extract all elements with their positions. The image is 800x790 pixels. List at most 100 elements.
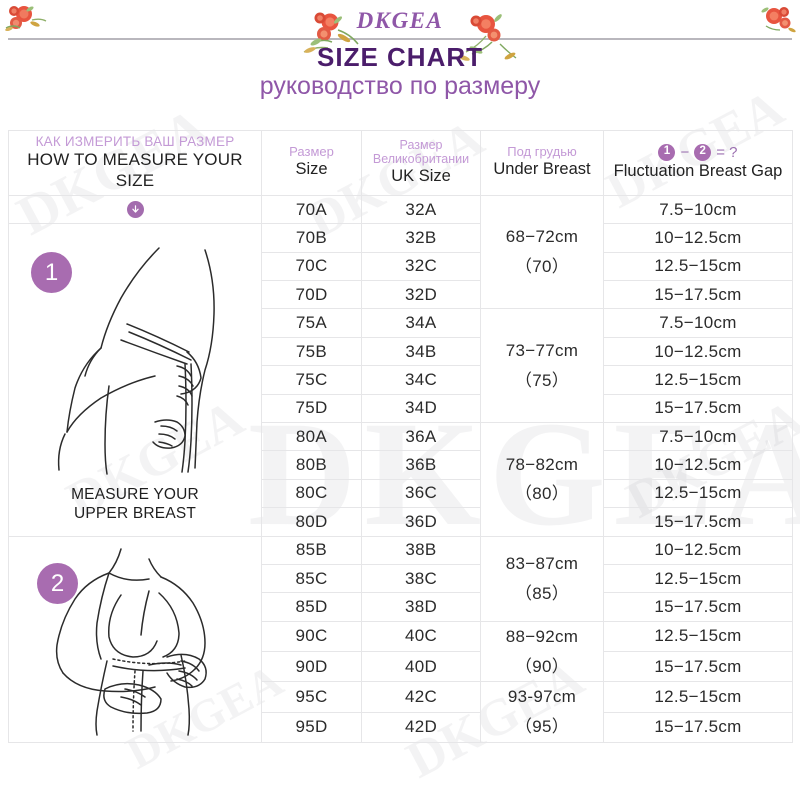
cell-size: 75B bbox=[261, 336, 362, 367]
cell-size: 70D bbox=[261, 280, 362, 310]
table-row: 2 bbox=[8, 535, 793, 743]
under-breast-range: 73−77cm bbox=[505, 340, 579, 360]
table-header-row: КАК ИЗМЕРИТЬ ВАШ РАЗМЕР HOW TO MEASURE Y… bbox=[8, 130, 793, 196]
cell-uk-size: 32D bbox=[361, 280, 481, 310]
illustration-1-caption-line1: MEASURE YOUR bbox=[71, 486, 199, 504]
under-breast-label: （75） bbox=[514, 370, 570, 390]
cell-uk-size: 36D bbox=[361, 507, 481, 537]
flower-left-icon bbox=[303, 12, 359, 53]
column-header-size-en: Size bbox=[295, 160, 328, 179]
cell-size: 80B bbox=[261, 450, 362, 480]
table-row: 75C 34C 12.5−15cm bbox=[9, 365, 793, 395]
cell-uk-size: 32B bbox=[361, 223, 481, 253]
cell-gap: 10−12.5cm bbox=[603, 223, 793, 253]
cell-size: 85D bbox=[261, 592, 362, 622]
page-title: SIZE CHART bbox=[317, 42, 483, 72]
cell-uk-size: 40C bbox=[361, 620, 481, 653]
table-row: 85C 38C 12.5−15cm bbox=[9, 563, 793, 594]
table-row: 70A 32A 68−72cm （70） 7.5−10cm bbox=[8, 194, 793, 310]
cell-size: 80C bbox=[261, 478, 362, 509]
cell-gap: 7.5−10cm bbox=[603, 308, 793, 338]
cell-uk-size: 36A bbox=[361, 422, 481, 452]
badge-two-icon: 2 bbox=[694, 143, 712, 161]
column-header-how-en: HOW TO MEASURE YOUR SIZE bbox=[27, 150, 243, 190]
cell-uk-size: 32C bbox=[361, 251, 481, 282]
cell-size: 75C bbox=[261, 365, 362, 395]
column-header-ub-ru: Под грудью bbox=[507, 143, 577, 159]
minus-sign: − bbox=[680, 143, 690, 161]
cell-gap: 12.5−15cm bbox=[603, 620, 793, 653]
column-header-size: Размер Size bbox=[261, 130, 362, 196]
cell-size: 75A bbox=[261, 308, 362, 338]
column-header-uk-en: UK Size bbox=[391, 167, 451, 186]
illustration-1-wrap: 1 bbox=[9, 236, 261, 524]
cell-size: 95C bbox=[261, 681, 362, 713]
column-header-size-ru: Размер bbox=[289, 143, 334, 159]
under-breast-label: （80） bbox=[514, 484, 570, 504]
under-breast-label: （70） bbox=[514, 257, 570, 277]
cell-size: 80A bbox=[261, 422, 362, 452]
illustration-cell-step-1: 1 bbox=[8, 223, 262, 537]
cell-size: 90C bbox=[261, 620, 362, 653]
page-header: DKGEA SIZE CHART руководство по размеру bbox=[0, 0, 800, 118]
cell-gap: 10−12.5cm bbox=[603, 450, 793, 480]
cell-gap: 10−12.5cm bbox=[603, 336, 793, 367]
gap-formula: 1 − 2 = ? bbox=[606, 143, 790, 161]
column-header-how-ru: КАК ИЗМЕРИТЬ ВАШ РАЗМЕР bbox=[35, 134, 235, 149]
cell-uk-size: 36C bbox=[361, 478, 481, 509]
cell-gap: 15−17.5cm bbox=[603, 592, 793, 622]
table-row: 1 bbox=[8, 223, 793, 537]
under-breast-range: 88−92cm bbox=[505, 626, 579, 646]
cell-size: 90D bbox=[261, 650, 362, 683]
cell-under-breast: 93-97cm （95） bbox=[480, 681, 604, 743]
under-breast-range: 78−82cm bbox=[505, 454, 579, 474]
size-chart-table: КАК ИЗМЕРИТЬ ВАШ РАЗМЕР HOW TO MEASURE Y… bbox=[8, 130, 793, 743]
cell-gap: 12.5−15cm bbox=[603, 478, 793, 509]
under-breast-range: 93-97cm bbox=[507, 687, 577, 707]
brand-name: DKGEA bbox=[356, 8, 444, 33]
figure-measure-upper-breast bbox=[57, 247, 215, 475]
cell-uk-size: 38B bbox=[361, 535, 481, 565]
cell-uk-size: 36B bbox=[361, 450, 481, 480]
cell-uk-size: 34D bbox=[361, 393, 481, 424]
column-header-ub-en: Under Breast bbox=[493, 160, 591, 179]
table-row: 90D 40D 15−17.5cm bbox=[9, 650, 793, 683]
illustration-cell-step-2: 2 bbox=[8, 535, 262, 743]
cell-size: 85B bbox=[261, 535, 362, 565]
equals-question: = ? bbox=[716, 143, 738, 161]
cell-under-breast: 88−92cm （90） bbox=[480, 620, 604, 683]
cell-gap: 15−17.5cm bbox=[603, 650, 793, 683]
table-row: 85D 38D 15−17.5cm bbox=[9, 592, 793, 622]
column-header-uk-ru-line1: Размер bbox=[399, 138, 443, 153]
cell-uk-size: 40D bbox=[361, 650, 481, 683]
header-divider bbox=[8, 38, 792, 40]
table-row: 95C 42C 93-97cm （95） 12.5−15cm bbox=[9, 681, 793, 743]
cell-gap: 12.5−15cm bbox=[603, 365, 793, 395]
cell-uk-size: 38D bbox=[361, 592, 481, 622]
cell-under-breast: 83−87cm （85） bbox=[480, 535, 604, 622]
cell-gap: 15−17.5cm bbox=[603, 393, 793, 424]
cell-size: 70C bbox=[261, 251, 362, 282]
cell-gap: 15−17.5cm bbox=[603, 507, 793, 537]
badge-one-icon: 1 bbox=[658, 143, 676, 161]
cell-under-breast: 78−82cm （80） bbox=[480, 422, 604, 537]
cell-under-breast: 68−72cm （70） bbox=[480, 194, 604, 310]
under-breast-label: （90） bbox=[514, 656, 570, 676]
cell-gap: 15−17.5cm bbox=[603, 280, 793, 310]
table-row: 75D 34D 15−17.5cm bbox=[9, 393, 793, 424]
page-subtitle: руководство по размеру bbox=[259, 72, 541, 100]
under-breast-label: （95） bbox=[514, 717, 570, 736]
cell-gap: 12.5−15cm bbox=[603, 681, 793, 713]
cell-size: 95D bbox=[261, 711, 362, 743]
illustration-2-wrap: 2 bbox=[9, 539, 261, 739]
cell-size: 70B bbox=[261, 223, 362, 253]
cell-uk-size: 42C bbox=[361, 681, 481, 713]
column-header-under-breast: Под грудью Under Breast bbox=[480, 130, 604, 196]
table-row: 75A 34A 73−77cm （75） 7.5−10cm bbox=[9, 308, 793, 424]
cell-size: 80D bbox=[261, 507, 362, 537]
column-header-gap-en: Fluctuation Breast Gap bbox=[613, 162, 783, 181]
cell-gap: 7.5−10cm bbox=[603, 194, 793, 225]
table-row: 90C 40C 88−92cm （90） 12.5−15cm bbox=[9, 620, 793, 683]
flower-top-right-icon bbox=[761, 7, 796, 33]
down-arrow-icon bbox=[126, 200, 144, 218]
